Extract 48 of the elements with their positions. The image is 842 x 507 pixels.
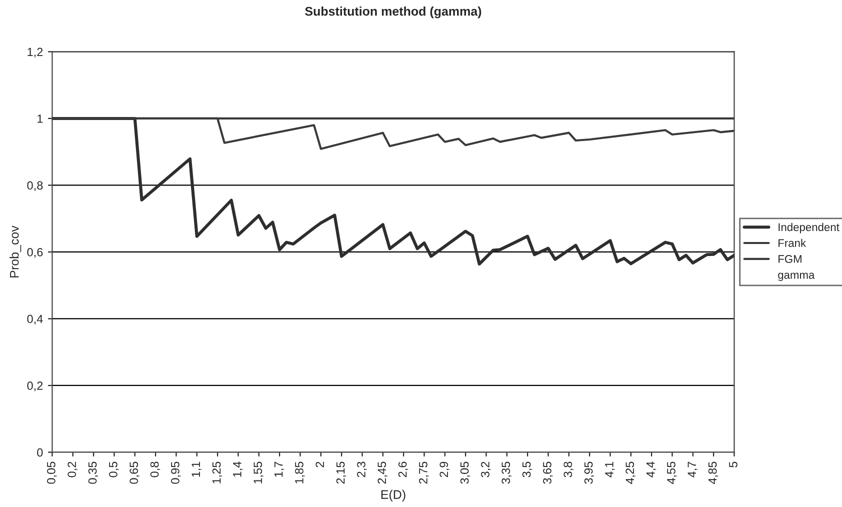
x-tick-label: 1,55 bbox=[254, 462, 264, 484]
x-tick-label: 0,65 bbox=[130, 462, 140, 484]
x-tick-label: 4,1 bbox=[605, 462, 615, 478]
x-tick-label: 1,25 bbox=[212, 462, 222, 484]
x-tick-label: 0,35 bbox=[88, 462, 98, 484]
chart-title: Substitution method (gamma) bbox=[305, 6, 482, 18]
x-tick-label: 5 bbox=[729, 462, 738, 468]
y-tick-label: 1,2 bbox=[28, 48, 43, 58]
x-tick-label: 1,1 bbox=[192, 462, 202, 477]
x-tick-label: 4,85 bbox=[708, 462, 718, 484]
legend-label: FGM bbox=[778, 255, 802, 263]
x-tick-label: 4,55 bbox=[667, 462, 677, 484]
x-tick-label: 3,35 bbox=[502, 462, 512, 484]
x-tick-label: 3,65 bbox=[543, 462, 553, 484]
x-tick-label: 4,7 bbox=[688, 462, 698, 478]
x-tick-label: 0,5 bbox=[109, 462, 119, 478]
x-tick-label: 2,75 bbox=[419, 462, 429, 484]
legend-label: Frank bbox=[778, 238, 806, 248]
x-tick-label: 0,2 bbox=[68, 462, 78, 478]
text: gamma bbox=[778, 272, 815, 282]
x-tick-label: 2,15 bbox=[336, 462, 346, 484]
x-tick-label: 2,6 bbox=[398, 462, 408, 478]
y-tick-label: 0,4 bbox=[27, 314, 43, 325]
y-tick-label: 0,2 bbox=[27, 382, 43, 392]
y-axis-title: Prob_cov bbox=[10, 226, 22, 278]
x-tick-label: 3,8 bbox=[564, 462, 574, 478]
x-tick-label: 2,3 bbox=[357, 462, 367, 478]
x-tick-label: 3,5 bbox=[522, 462, 532, 478]
x-tick-label: 1,85 bbox=[295, 462, 305, 484]
x-tick-label: 0,95 bbox=[171, 462, 181, 484]
y-tick-label: 0 bbox=[37, 448, 43, 457]
y-tick-label: 0,6 bbox=[27, 248, 43, 258]
x-tick-label: 0,8 bbox=[150, 462, 160, 478]
x-tick-label: 1,7 bbox=[274, 462, 284, 477]
x-tick-label: 2 bbox=[316, 462, 324, 468]
x-tick-label: 1,4 bbox=[233, 462, 243, 477]
x-tick-label: 0,05 bbox=[47, 462, 57, 484]
x-tick-label: 4,25 bbox=[626, 462, 636, 484]
y-tick-label: 0,8 bbox=[27, 181, 43, 192]
y-tick-label: 1 bbox=[38, 114, 43, 123]
x-tick-label: 3,2 bbox=[481, 462, 491, 478]
x-tick-label: 2,45 bbox=[378, 462, 388, 484]
x-tick-label: 4,4 bbox=[646, 462, 656, 478]
x-tick-label: 2,9 bbox=[440, 462, 450, 478]
x-tick-label: 3,95 bbox=[584, 462, 594, 484]
x-axis-title: E(D) bbox=[381, 490, 406, 502]
x-tick-label: 3,05 bbox=[460, 462, 470, 484]
legend-label: Independent bbox=[778, 222, 840, 234]
